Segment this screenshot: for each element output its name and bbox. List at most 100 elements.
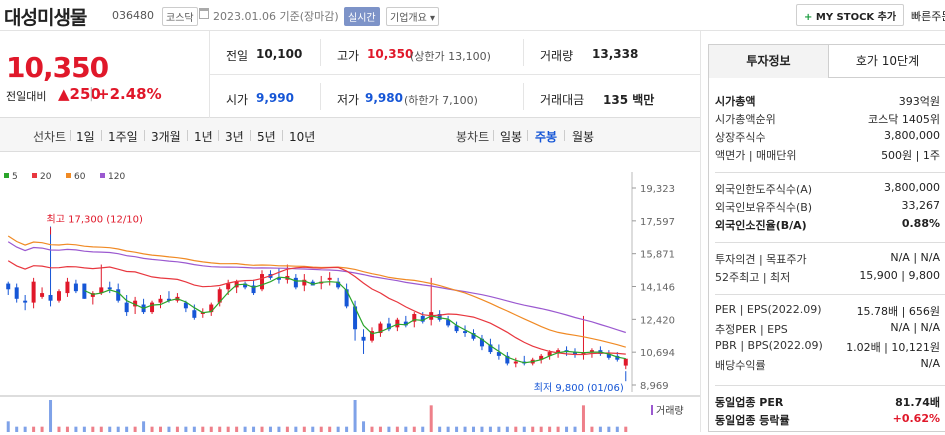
volume-bar — [522, 426, 526, 432]
volume-bar — [472, 426, 475, 432]
info-value: 1.02배 | 10,121원 — [846, 341, 940, 354]
divider — [523, 83, 524, 110]
info-label: 동일업종 PER — [715, 396, 784, 409]
info-label: 외국인소진율(B/A) — [715, 219, 807, 232]
volume-bar — [319, 426, 323, 432]
candle-body — [606, 353, 611, 358]
candle-monthly[interactable]: 월봉 — [572, 130, 595, 144]
candle-weekly[interactable]: 주봉 — [535, 130, 558, 144]
volume-bar — [615, 426, 619, 432]
candle-body — [463, 331, 468, 334]
period-1w[interactable]: 1주일 — [108, 130, 138, 144]
volume-bar — [49, 400, 53, 432]
volume-bar — [175, 426, 179, 432]
calendar-icon — [199, 8, 209, 19]
volume-bar — [480, 426, 484, 432]
volume-value: 13,338 — [592, 47, 639, 61]
volume-bar — [268, 426, 272, 432]
volume-bar — [209, 426, 213, 432]
y-tick-label: 14,146 — [640, 283, 675, 294]
period-1d[interactable]: 1일 — [76, 130, 95, 144]
volume-legend-swatch — [651, 405, 653, 415]
info-label: 동일업종 등락률 — [715, 414, 790, 427]
info-value: 3,800,000 — [884, 181, 940, 194]
volume-bar — [91, 426, 95, 432]
divider — [493, 130, 494, 141]
candle-body — [31, 281, 36, 303]
divider — [282, 130, 283, 141]
y-tick-label: 8,969 — [640, 381, 669, 392]
mystock-label: MY STOCK 추가 — [815, 12, 897, 23]
realtime-button[interactable]: 실시간 — [344, 7, 380, 26]
candle-body — [395, 319, 400, 328]
candle-body — [615, 355, 620, 360]
period-3m[interactable]: 3개월 — [151, 130, 181, 144]
volume-bar — [167, 426, 171, 432]
company-overview-dropdown[interactable]: 기업개요 ▾ — [386, 7, 439, 26]
volume-bar — [531, 426, 535, 432]
volume-bar — [125, 426, 129, 432]
candle-body — [336, 281, 341, 288]
candle-body — [293, 277, 298, 288]
base-date: 2023.01.06 기준(장마감) — [213, 10, 339, 23]
chart-svg: 19,323 17,597 15,871 14,146 12,420 10,694 8,96… — [0, 172, 700, 432]
info-label: 외국인보유주식수(B) — [715, 201, 813, 214]
candle-body — [327, 277, 332, 280]
info-label: 외국인한도주식수(A) — [715, 183, 813, 196]
volume-bar — [505, 426, 509, 432]
info-row: 52주최고 | 최저 15,900 | 9,800 — [715, 267, 945, 286]
volume-bar — [192, 426, 196, 432]
candle-body — [589, 350, 594, 353]
stock-chart[interactable]: 19,323 17,597 15,871 14,146 12,420 10,694 8,96… — [0, 152, 700, 432]
high-annotation: 최고 17,300 (12/10) — [47, 213, 143, 225]
volume-bar — [463, 426, 467, 432]
ma60-line — [7, 235, 626, 348]
section-divider — [715, 242, 945, 243]
candle-body — [65, 281, 70, 294]
divider — [523, 39, 524, 66]
candle-body — [488, 344, 493, 353]
upper-limit: (상한가 13,100) — [410, 50, 491, 63]
legend-label: 20 — [40, 172, 52, 182]
y-tick-label: 17,597 — [640, 217, 675, 228]
mystock-add-button[interactable]: + MY STOCK 추가 — [796, 4, 905, 26]
info-row: 외국인소진율(B/A) 0.88% — [715, 215, 945, 234]
volume-bar — [573, 426, 577, 432]
period-10y[interactable]: 10년 — [289, 130, 316, 144]
period-1y[interactable]: 1년 — [194, 130, 213, 144]
candle-chart-label: 봉차트 — [456, 130, 490, 144]
volume-bar — [226, 426, 230, 432]
candle-daily[interactable]: 일봉 — [500, 130, 523, 144]
open-value: 9,990 — [256, 91, 294, 105]
volume-bar — [455, 426, 459, 432]
candle-body — [124, 302, 129, 313]
stock-code: 036480 — [112, 9, 154, 22]
volume-label: 거래량 — [656, 405, 684, 417]
tab-order-book[interactable]: 호가 10단계 — [829, 45, 945, 78]
candle-body — [183, 302, 188, 309]
info-row: 투자의견 | 목표주가 N/A | N/A — [715, 249, 945, 268]
volume-bar — [243, 426, 247, 432]
price-change-pct: +2.48% — [97, 85, 162, 103]
volume-bar — [429, 405, 433, 432]
period-5y[interactable]: 5년 — [257, 130, 276, 144]
info-value: 81.74배 — [895, 396, 940, 409]
change-separator: | — [89, 86, 94, 102]
period-3y[interactable]: 3년 — [225, 130, 244, 144]
high-label: 고가 — [337, 49, 360, 63]
volume-bar — [446, 426, 450, 432]
candle-body — [166, 298, 171, 301]
y-tick-label: 19,323 — [640, 184, 675, 195]
plus-icon: + — [804, 12, 813, 23]
tab-invest-info[interactable]: 투자정보 — [709, 45, 829, 78]
volume-bar — [65, 426, 69, 432]
volume-bar — [6, 421, 10, 432]
volume-bar — [82, 426, 86, 432]
volume-bar — [311, 426, 315, 432]
line-chart-label: 선차트 — [33, 130, 67, 144]
info-label: 시가총액 — [715, 95, 756, 108]
quick-order-link[interactable]: 빠른주문 — [911, 10, 945, 23]
volume-bar — [404, 426, 408, 432]
info-row: 시가총액 393억원 — [715, 91, 945, 110]
volume-bar — [150, 426, 154, 432]
